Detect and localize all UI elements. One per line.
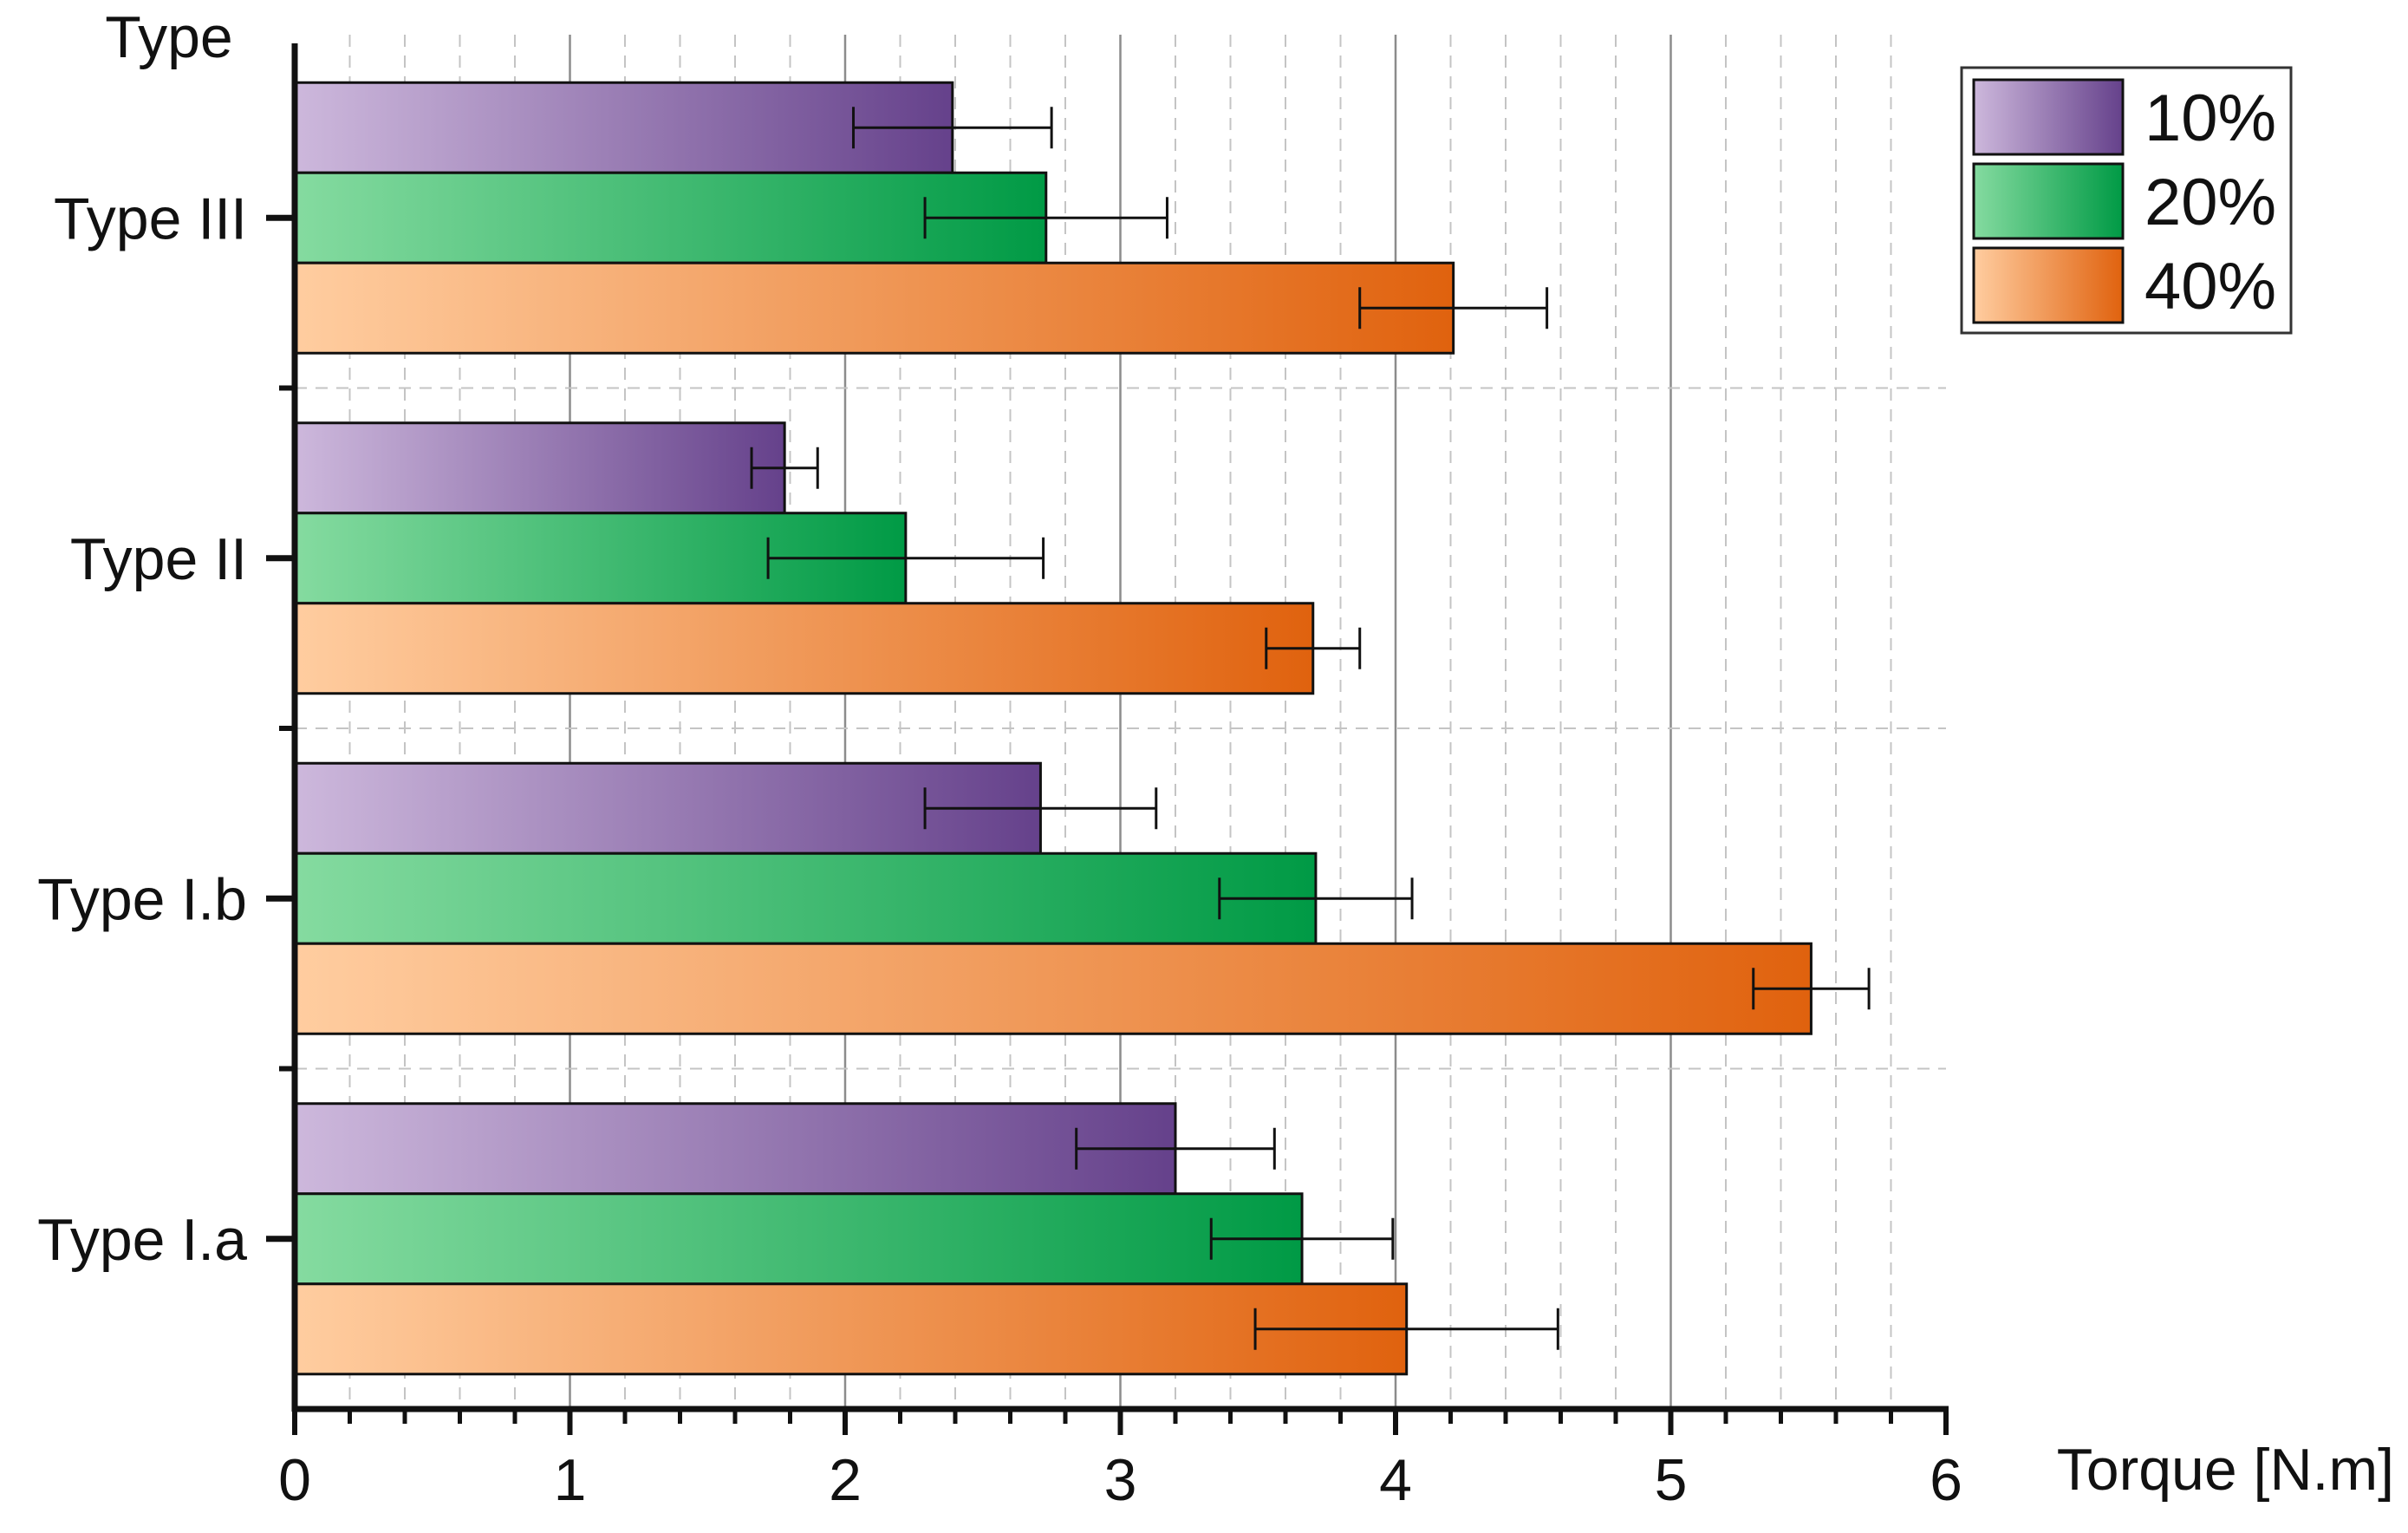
legend-swatch [1972, 246, 2125, 324]
x-tick-label: 3 [1104, 1447, 1137, 1513]
error-bar [1265, 627, 1362, 669]
bar-type-ii-40pct [293, 602, 1315, 695]
error-bar [1218, 877, 1414, 920]
error-bar [1209, 1217, 1395, 1260]
error-bar [923, 197, 1168, 239]
legend-label: 40% [2144, 250, 2276, 323]
x-tick-label: 2 [829, 1447, 862, 1513]
legend-label: 10% [2144, 82, 2276, 155]
legend-swatch [1972, 78, 2125, 156]
error-bar [1752, 968, 1871, 1010]
bar-type-i-a-10pct [293, 1102, 1177, 1196]
error-bar [1253, 1308, 1559, 1350]
axes-layer [266, 43, 1949, 1435]
bar-type-i-b-20pct [293, 851, 1318, 945]
legend-item: 10% [1972, 78, 2276, 156]
error-bar [1075, 1127, 1276, 1170]
error-bar [923, 787, 1158, 830]
error-bar [766, 537, 1045, 579]
error-bar [852, 107, 1053, 149]
x-tick-label: 6 [1930, 1447, 1962, 1513]
bar-type-ii-10pct [293, 421, 786, 515]
legend-label: 20% [2144, 166, 2276, 239]
bar-type-i-a-20pct [293, 1192, 1304, 1286]
x-tick-label: 1 [554, 1447, 587, 1513]
x-tick-label: 4 [1379, 1447, 1412, 1513]
category-label: Type I.b [37, 866, 247, 932]
x-axis-title: Torque [N.m] [2057, 1437, 2394, 1503]
error-bars-layer [750, 107, 1871, 1350]
labels-layer: Type Torque [N.m] Type I.a Type I.b Type I… [37, 4, 2394, 1513]
bars-layer [293, 81, 1813, 1376]
bar-type-i-b-40pct [293, 942, 1813, 1035]
category-label: Type III [54, 186, 247, 251]
category-label: Type I.a [37, 1207, 247, 1273]
y-axis-title: Type [105, 4, 232, 70]
legend: 10% 20% 40% [1960, 66, 2293, 335]
error-bar [1358, 287, 1549, 329]
legend-swatch [1972, 162, 2125, 240]
x-tick-label: 5 [1655, 1447, 1688, 1513]
bar-type-iii-40pct [293, 261, 1455, 355]
legend-item: 20% [1972, 162, 2276, 240]
bar-type-iii-20pct [293, 171, 1048, 264]
error-bar [750, 447, 819, 489]
legend-item: 40% [1972, 246, 2276, 324]
bar-type-i-a-40pct [293, 1282, 1409, 1376]
bar-type-iii-10pct [293, 81, 954, 174]
category-label: Type II [70, 526, 247, 592]
x-tick-label: 0 [278, 1447, 311, 1513]
